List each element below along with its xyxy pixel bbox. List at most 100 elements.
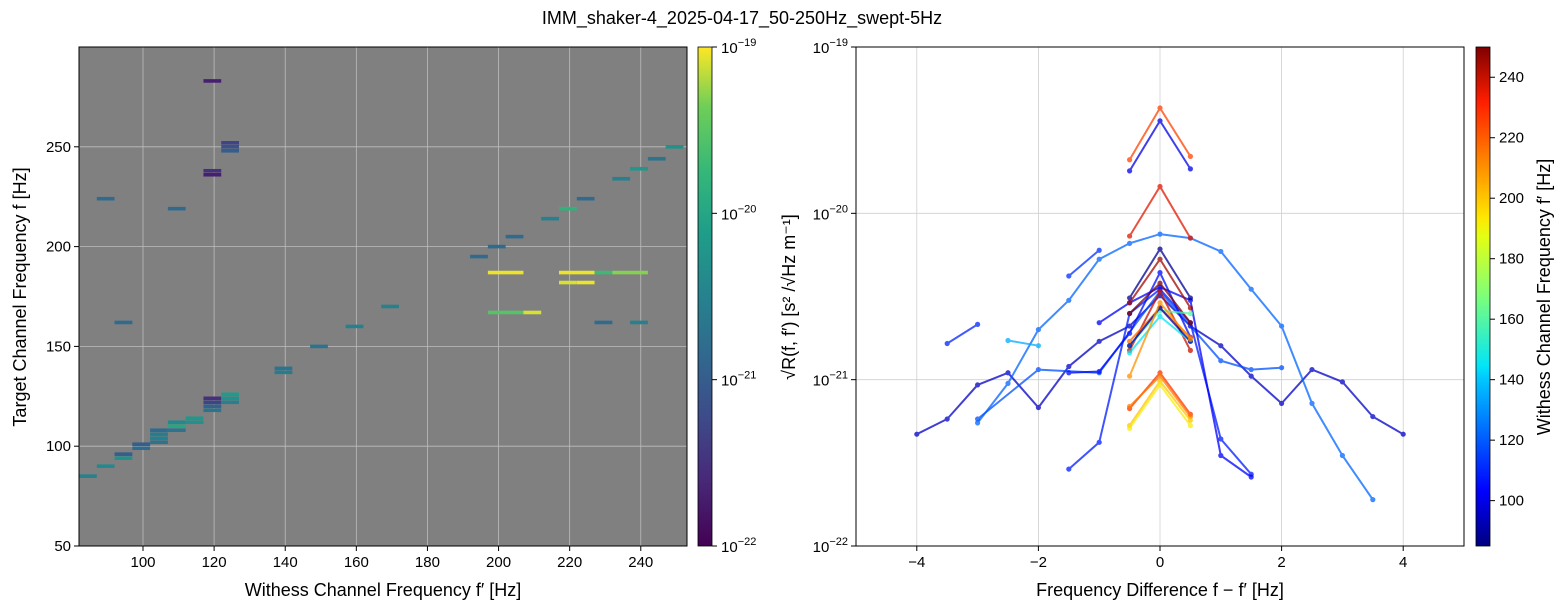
- line-series-point: [1127, 323, 1133, 329]
- heatmap-cell: [274, 366, 293, 371]
- line-series-point: [1187, 153, 1193, 159]
- heatmap-cell: [114, 452, 133, 456]
- heatmap-cell: [221, 145, 239, 149]
- heatmap-cell: [132, 446, 151, 450]
- line-series-point: [1127, 157, 1133, 163]
- line-series-point: [975, 416, 981, 422]
- line-y-tick-label: 10−22: [813, 536, 848, 556]
- heatmap-cell: [203, 408, 222, 413]
- heatmap-cell: [203, 404, 222, 409]
- line-series-point: [1279, 365, 1285, 371]
- heatmap-cell: [221, 400, 239, 405]
- heatmap-cell: [594, 320, 613, 325]
- heatmap-cell: [559, 280, 577, 285]
- line-series: [1127, 246, 1193, 301]
- line-series-point: [1248, 366, 1254, 373]
- heatmap-cell: [150, 440, 168, 445]
- line-series-point: [1157, 373, 1163, 379]
- line-colorbar-tick-label: 160: [1499, 311, 1524, 328]
- heatmap-cell: [96, 196, 115, 201]
- line-series: [1127, 256, 1193, 311]
- heatmap-cell: [203, 172, 222, 177]
- heatmap-cell: [665, 145, 684, 149]
- line-x-tick-label: 4: [1399, 554, 1407, 571]
- line-series-point: [1157, 313, 1163, 320]
- heatmap-cell: [221, 141, 239, 145]
- heatmap-cell: [150, 436, 168, 441]
- line-series-point: [914, 431, 920, 437]
- line-series-point: [1035, 404, 1041, 411]
- heatmap-colorbar: [697, 46, 713, 547]
- line-series-path: [1007, 339, 1039, 347]
- line-colorbar-tick-label: 200: [1499, 190, 1524, 207]
- heatmap-cell: [185, 420, 204, 425]
- line-series-point: [1157, 231, 1163, 237]
- heatmap-cell: [487, 244, 506, 249]
- line-series-point: [1187, 235, 1193, 241]
- heatmap-x-tick-label: 100: [130, 554, 155, 571]
- line-x-label: Frequency Difference f − f′ [Hz]: [1036, 580, 1284, 600]
- heatmap-cell: [203, 400, 222, 405]
- line-series-point: [1157, 378, 1163, 384]
- line-series: [1127, 183, 1193, 241]
- line-colorbar-tick-label: 100: [1499, 493, 1524, 510]
- figure-title: IMM_shaker-4_2025-04-17_50-250Hz_swept-5…: [542, 8, 942, 29]
- heatmap-x-tick-label: 160: [344, 554, 369, 571]
- heatmap-cells: [79, 79, 684, 478]
- heatmap-x-tick-label: 180: [415, 554, 440, 571]
- line-panel: −4 −2 0 2 4 10−22 10−21 10−20 10−19 Frequency D…: [813, 37, 1554, 600]
- line-series-point: [1187, 166, 1193, 172]
- heatmap-cell: [221, 392, 239, 397]
- heatmap-cell: [559, 206, 577, 211]
- heatmap-cell: [647, 156, 666, 161]
- line-x-tick-label: 2: [1277, 554, 1285, 571]
- heatmap-y-tick-label: 150: [46, 338, 71, 355]
- heatmap-cell: [541, 216, 559, 221]
- line-series-point: [1187, 347, 1193, 353]
- line-series-point: [1157, 246, 1163, 252]
- line-y-tick-label: 10−20: [813, 203, 848, 223]
- line-series-point: [1127, 403, 1133, 410]
- heatmap-cell: [576, 280, 595, 285]
- heatmap-cell: [612, 270, 648, 275]
- heatmap-cell: [114, 456, 133, 460]
- heatmap-grid: [79, 47, 687, 547]
- heatmap-x-tick-label: 220: [557, 554, 582, 571]
- line-series-path: [946, 323, 979, 345]
- heatmap-y-ticks: 50 100 150 200 250: [46, 139, 79, 555]
- line-series-point: [1035, 343, 1041, 349]
- line-series-point: [1187, 336, 1193, 342]
- line-series-point: [1279, 323, 1285, 329]
- line-series: [1005, 337, 1041, 349]
- line-series-point: [1066, 297, 1072, 303]
- line-series-point: [1005, 380, 1011, 386]
- heatmap-cell: [594, 270, 613, 275]
- line-series: [944, 321, 981, 347]
- line-series-point: [1127, 330, 1133, 336]
- line-series-point: [1187, 417, 1193, 423]
- line-colorbar: [1475, 46, 1491, 547]
- line-series-point: [1309, 400, 1315, 406]
- line-series-point: [1035, 326, 1041, 333]
- line-series-point: [1157, 382, 1163, 388]
- line-series-point: [1157, 280, 1163, 286]
- line-series-point: [1096, 256, 1102, 262]
- heatmap-x-ticks: 100 120 140 160 180 200 220 240: [130, 546, 653, 571]
- heatmap-cell: [345, 324, 364, 329]
- heatmap-cell: [630, 320, 648, 325]
- line-series-point: [1218, 343, 1224, 349]
- heatmap-cell: [132, 442, 151, 447]
- line-series-point: [1400, 431, 1406, 437]
- heatmap-cell: [79, 474, 97, 478]
- line-series-point: [1127, 300, 1133, 306]
- line-series-point: [1157, 118, 1163, 124]
- line-series-point: [1309, 366, 1315, 373]
- line-y-ticks: 10−22 10−21 10−20 10−19: [813, 37, 856, 556]
- heatmap-cell: [221, 148, 239, 153]
- line-series-point: [975, 420, 981, 426]
- heatmap-cell: [167, 428, 186, 433]
- line-series-point: [1157, 256, 1163, 262]
- heatmap-cell: [470, 254, 488, 259]
- line-series-point: [944, 416, 950, 422]
- line-series-point: [1066, 363, 1072, 370]
